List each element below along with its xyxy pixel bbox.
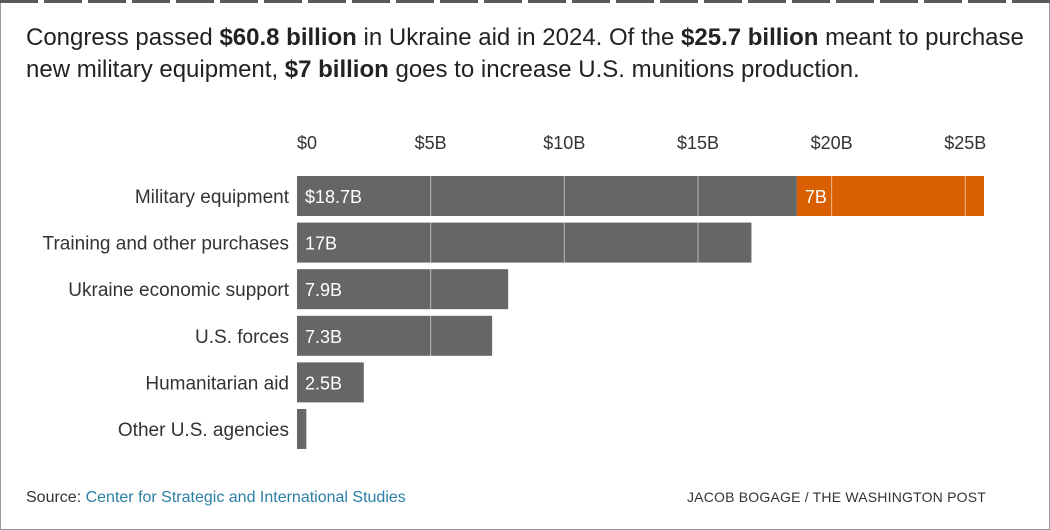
chart-headline: Congress passed $60.8 billion in Ukraine… bbox=[26, 22, 1026, 86]
x-tick-label: $0 bbox=[297, 133, 317, 153]
headline-text-4: goes to increase U.S. munitions producti… bbox=[388, 56, 860, 83]
bar-value-label: 2.5B bbox=[305, 373, 342, 393]
bar-segment bbox=[297, 315, 493, 356]
bar-segment bbox=[297, 362, 364, 403]
byline-credit: JACOB BOGAGE / THE WASHINGTON POST bbox=[686, 489, 986, 505]
bar-value-label: 7B bbox=[805, 187, 827, 207]
bar-segment bbox=[297, 176, 797, 216]
top-divider bbox=[0, 0, 1050, 3]
x-tick-label: $5B bbox=[415, 133, 447, 153]
bar-value-label: 7.3B bbox=[305, 327, 342, 347]
x-tick-label: $20B bbox=[811, 133, 853, 153]
headline-bold-munitions: $7 billion bbox=[284, 56, 389, 83]
bar-segment bbox=[297, 269, 509, 310]
headline-bold-equipment: $25.7 billion bbox=[681, 24, 819, 51]
bar-segment bbox=[297, 409, 307, 449]
bar-value-label: $18.7B bbox=[305, 187, 362, 207]
headline-text-2: in Ukraine aid in 2024. Of the bbox=[356, 24, 682, 51]
source-note: Source: Center for Strategic and Interna… bbox=[26, 489, 406, 507]
category-label: Training and other purchases bbox=[43, 234, 289, 255]
x-tick-label: $10B bbox=[543, 133, 585, 153]
category-label: Humanitarian aid bbox=[145, 373, 289, 394]
category-label: Military equipment bbox=[135, 187, 290, 208]
headline-text-1: Congress passed bbox=[26, 24, 220, 51]
headline-text-3: meant to purchase new military equipment… bbox=[26, 24, 1024, 83]
bar-value-label: 7.9B bbox=[305, 280, 342, 300]
bar-segment bbox=[796, 176, 984, 216]
category-label: Other U.S. agencies bbox=[118, 420, 289, 441]
source-link[interactable]: Center for Strategic and International S… bbox=[85, 489, 406, 506]
category-label: U.S. forces bbox=[195, 327, 289, 348]
category-label: Ukraine economic support bbox=[68, 280, 289, 301]
bar-segment bbox=[297, 222, 752, 263]
source-label: Source: bbox=[26, 489, 86, 506]
headline-bold-total: $60.8 billion bbox=[219, 24, 357, 51]
bar-value-label: 17B bbox=[305, 234, 337, 254]
x-tick-label: $15B bbox=[677, 133, 719, 153]
x-tick-label: $25B bbox=[944, 133, 986, 153]
